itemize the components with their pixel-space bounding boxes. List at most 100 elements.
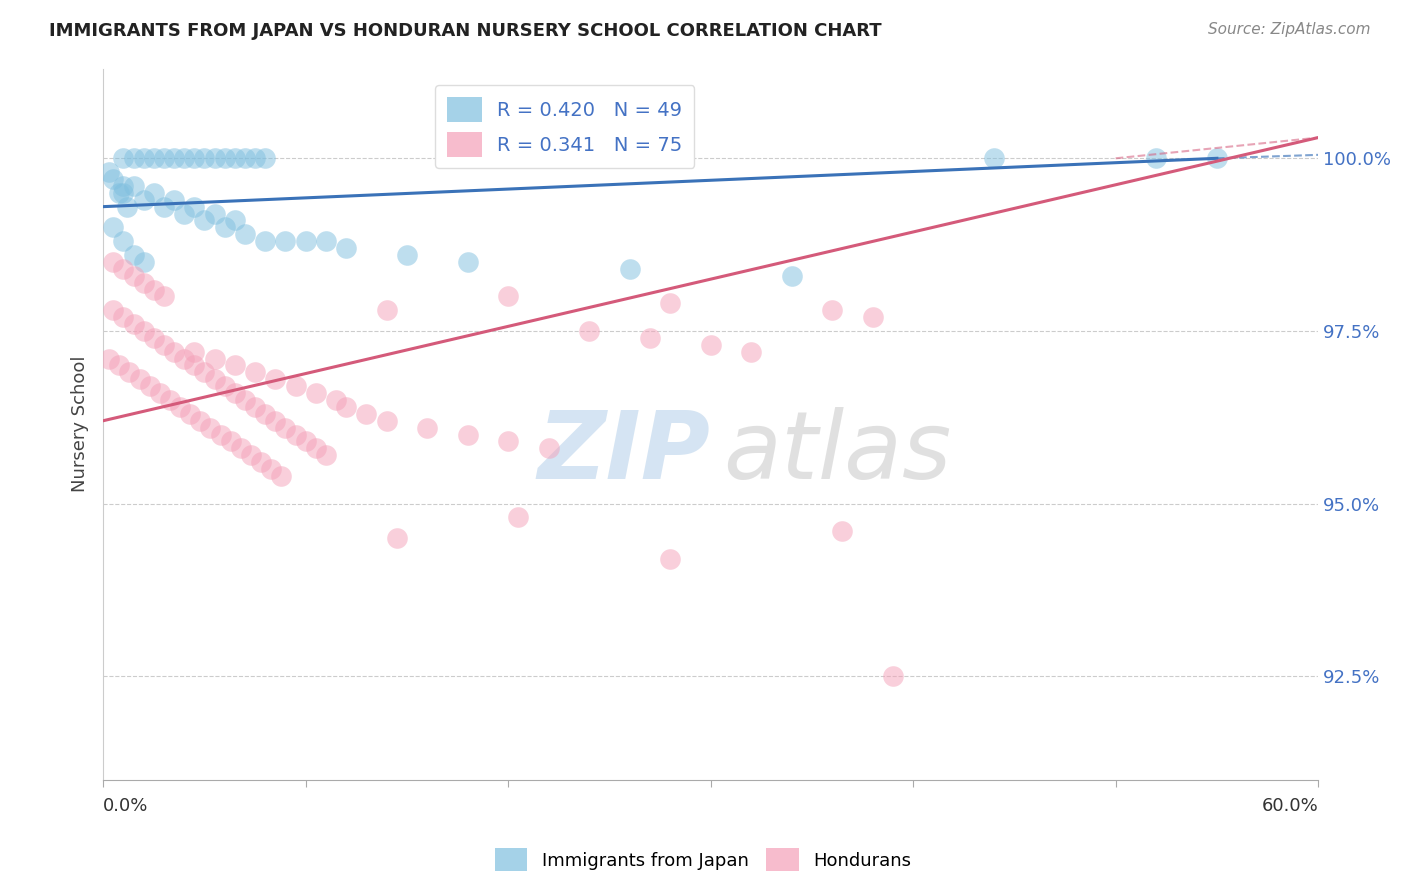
Point <box>173 151 195 165</box>
Point <box>214 220 236 235</box>
Point <box>103 303 125 318</box>
Point <box>254 407 277 421</box>
Point <box>508 510 530 524</box>
Point <box>233 392 256 407</box>
Point <box>224 213 246 227</box>
Point <box>335 241 357 255</box>
Point <box>395 248 418 262</box>
Point <box>385 531 408 545</box>
Point <box>315 448 337 462</box>
Point <box>496 434 519 449</box>
Point <box>284 427 307 442</box>
Point <box>112 186 135 200</box>
Point <box>209 427 232 442</box>
Legend: Immigrants from Japan, Hondurans: Immigrants from Japan, Hondurans <box>488 841 918 879</box>
Point <box>112 178 135 193</box>
Point <box>132 324 155 338</box>
Point <box>243 400 266 414</box>
Point <box>219 434 242 449</box>
Point <box>173 351 195 366</box>
Point <box>243 365 266 379</box>
Point <box>132 151 155 165</box>
Point <box>264 414 287 428</box>
Point <box>254 151 277 165</box>
Text: 0.0%: 0.0% <box>103 797 149 815</box>
Point <box>457 427 479 442</box>
Point <box>122 178 145 193</box>
Point <box>214 379 236 393</box>
Point <box>132 276 155 290</box>
Point <box>862 310 884 325</box>
Legend: R = 0.420   N = 49, R = 0.341   N = 75: R = 0.420 N = 49, R = 0.341 N = 75 <box>436 86 695 169</box>
Point <box>122 248 145 262</box>
Text: IMMIGRANTS FROM JAPAN VS HONDURAN NURSERY SCHOOL CORRELATION CHART: IMMIGRANTS FROM JAPAN VS HONDURAN NURSER… <box>49 22 882 40</box>
Point <box>193 365 215 379</box>
Point <box>496 289 519 303</box>
Point <box>118 365 141 379</box>
Point <box>122 151 145 165</box>
Point <box>112 261 135 276</box>
Point <box>112 310 135 325</box>
Point <box>780 268 803 283</box>
Point <box>112 151 135 165</box>
Point <box>183 200 205 214</box>
Point <box>356 407 378 421</box>
Point <box>224 151 246 165</box>
Point <box>122 317 145 331</box>
Point <box>375 303 398 318</box>
Point <box>132 193 155 207</box>
Point <box>260 462 283 476</box>
Point <box>142 186 165 200</box>
Point <box>173 206 195 220</box>
Point <box>163 344 186 359</box>
Point <box>831 524 853 539</box>
Point <box>142 283 165 297</box>
Point <box>239 448 262 462</box>
Point <box>159 392 181 407</box>
Text: 60.0%: 60.0% <box>1261 797 1319 815</box>
Point <box>153 200 176 214</box>
Point <box>128 372 150 386</box>
Point <box>224 386 246 401</box>
Point <box>138 379 160 393</box>
Point <box>882 669 904 683</box>
Point <box>659 552 682 566</box>
Point <box>163 151 186 165</box>
Point <box>163 193 186 207</box>
Point <box>270 469 292 483</box>
Point <box>821 303 844 318</box>
Point <box>1144 151 1167 165</box>
Point <box>122 268 145 283</box>
Point <box>103 172 125 186</box>
Point <box>103 255 125 269</box>
Point <box>375 414 398 428</box>
Point <box>204 372 226 386</box>
Text: atlas: atlas <box>723 407 950 498</box>
Point <box>638 331 661 345</box>
Point <box>117 200 139 214</box>
Point <box>294 234 316 248</box>
Point <box>416 420 439 434</box>
Point <box>193 213 215 227</box>
Point <box>315 234 337 248</box>
Point <box>274 234 297 248</box>
Point <box>200 420 222 434</box>
Point <box>1205 151 1227 165</box>
Point <box>578 324 600 338</box>
Point <box>183 359 205 373</box>
Point <box>305 386 328 401</box>
Point <box>179 407 201 421</box>
Point <box>233 151 256 165</box>
Point <box>108 186 131 200</box>
Point <box>103 220 125 235</box>
Point <box>983 151 1005 165</box>
Point <box>142 151 165 165</box>
Point <box>233 227 256 242</box>
Text: Source: ZipAtlas.com: Source: ZipAtlas.com <box>1208 22 1371 37</box>
Point <box>619 261 641 276</box>
Point <box>98 351 121 366</box>
Point <box>169 400 191 414</box>
Point <box>740 344 762 359</box>
Point <box>229 442 252 456</box>
Point <box>699 338 721 352</box>
